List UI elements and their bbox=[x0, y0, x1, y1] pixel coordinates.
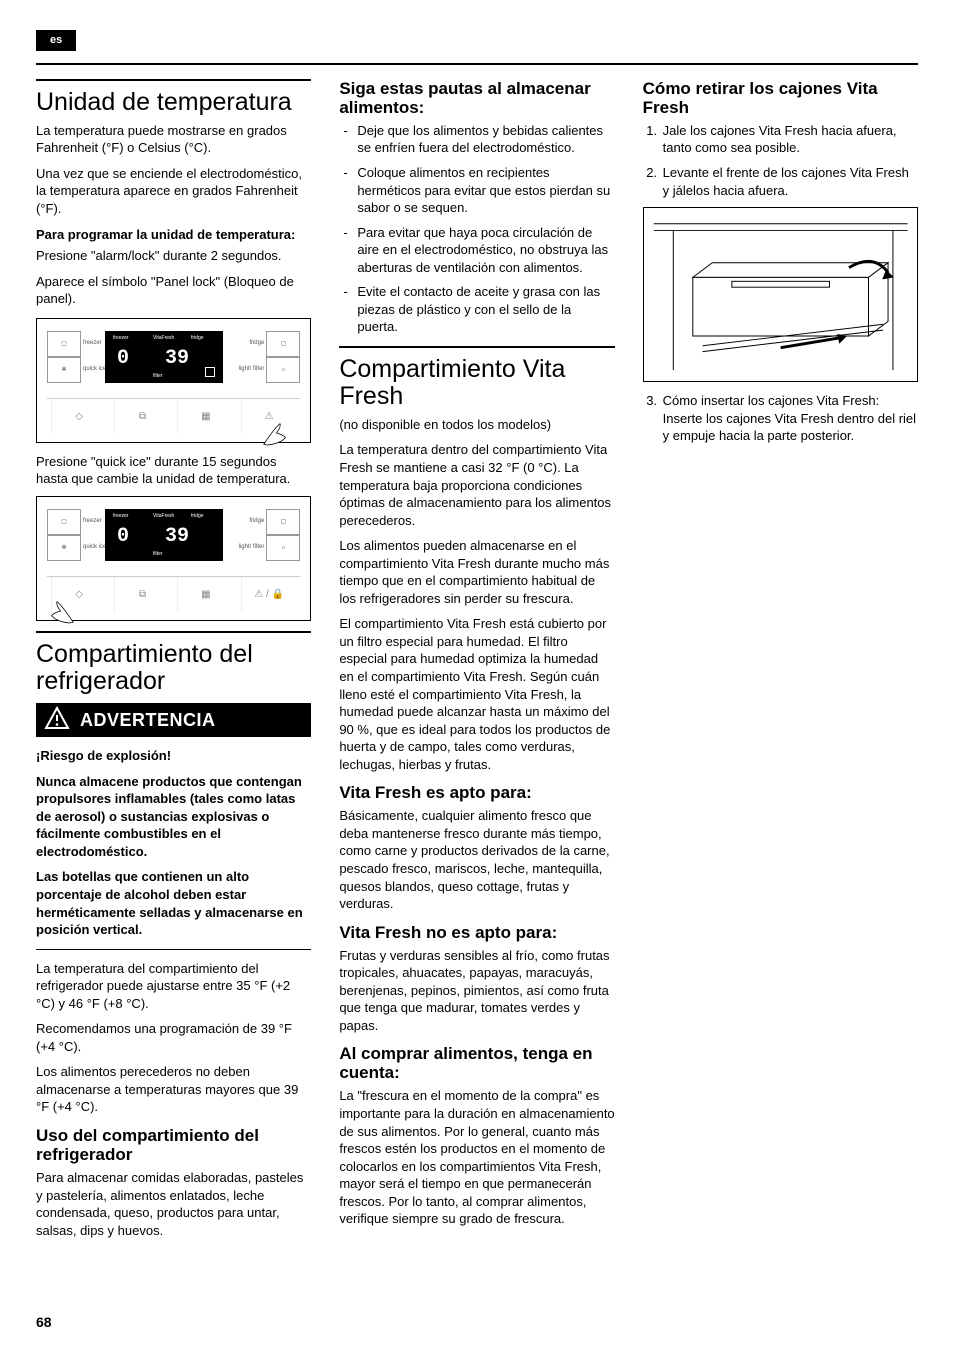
body-text: Los alimentos pueden almacenarse en el c… bbox=[339, 537, 614, 607]
panel-btn-label: light/ filter bbox=[239, 543, 265, 551]
finger-pointer-icon bbox=[258, 418, 292, 448]
panel-btn-label: freezer bbox=[83, 339, 102, 347]
body-text: El compartimiento Vita Fresh está cubier… bbox=[339, 615, 614, 773]
body-text: Una vez que se enciende el electrodomést… bbox=[36, 165, 311, 218]
warning-header: ADVERTENCIA bbox=[36, 703, 311, 737]
lock-icon bbox=[205, 367, 215, 377]
panel-btn-label: freezer bbox=[83, 517, 102, 525]
warning-text: Nunca almacene productos que contengan p… bbox=[36, 773, 311, 861]
heading-compartimiento: Compartimiento del refrigerador bbox=[36, 641, 311, 695]
disp-label: freezer bbox=[113, 513, 129, 520]
body-text: La temperatura del compartimiento del re… bbox=[36, 960, 311, 1013]
finger-pointer-icon bbox=[45, 596, 79, 626]
body-text: Presione "alarm/lock" durante 2 segundos… bbox=[36, 247, 311, 265]
list-item: Jale los cajones Vita Fresh hacia afuera… bbox=[661, 122, 918, 157]
thin-rule bbox=[36, 949, 311, 950]
body-text: Frutas y verduras sensibles al frío, com… bbox=[339, 947, 614, 1035]
warning-title: ADVERTENCIA bbox=[80, 710, 216, 730]
alarm-lock-icon: ⚠ / 🔒 bbox=[241, 577, 297, 612]
display-temp-right: 39 bbox=[165, 345, 189, 372]
heading-pautas: Siga estas pautas al almacenar alimentos… bbox=[339, 79, 614, 117]
dispenser-icon: ⧉ bbox=[114, 577, 170, 612]
section-rule bbox=[36, 631, 311, 633]
warning-text: Las botellas que contienen un alto porce… bbox=[36, 868, 311, 938]
disp-label: VitaFresh bbox=[153, 335, 174, 342]
panel-btn-icon: ▢ bbox=[266, 509, 300, 535]
panel-btn-label: quick ice bbox=[83, 543, 106, 551]
disp-label: fridge bbox=[191, 335, 204, 342]
content-columns: Unidad de temperatura La temperatura pue… bbox=[36, 79, 918, 1299]
body-text: Presione "quick ice" durante 15 segundos… bbox=[36, 453, 311, 488]
panel-btn-icon: ▢ bbox=[47, 331, 81, 357]
list-item: Coloque alimentos en recipientes herméti… bbox=[357, 164, 614, 217]
dispenser-icon: ▦ bbox=[177, 577, 233, 612]
body-text: (no disponible en todos los modelos) bbox=[339, 416, 614, 434]
disp-label: filter bbox=[153, 373, 162, 380]
panel-btn-icon: ☼ bbox=[266, 357, 300, 383]
steps-list: Jale los cajones Vita Fresh hacia afuera… bbox=[643, 122, 918, 199]
body-text: Básicamente, cualquier alimento fresco q… bbox=[339, 807, 614, 912]
list-item: Levante el frente de los cajones Vita Fr… bbox=[661, 164, 918, 199]
steps-list-continued: Cómo insertar los cajones Vita Fresh: In… bbox=[643, 392, 918, 445]
drawer-svg bbox=[644, 208, 917, 381]
drawer-illustration bbox=[643, 207, 918, 382]
dispenser-icon: ⧉ bbox=[114, 399, 170, 434]
disp-label: freezer bbox=[113, 335, 129, 342]
body-text: La "frescura en el momento de la compra"… bbox=[339, 1087, 614, 1227]
panel-btn-icon: ☼ bbox=[266, 535, 300, 561]
list-item: Evite el contacto de aceite y grasa con … bbox=[357, 283, 614, 336]
language-tab: es bbox=[36, 30, 76, 51]
heading-vitafresh: Compartimiento Vita Fresh bbox=[339, 356, 614, 410]
control-panel-illustration-1: ▢ freezer ✻ quick ice freezer VitaFresh … bbox=[36, 318, 311, 443]
warning-subtitle: ¡Riesgo de explosión! bbox=[36, 747, 311, 765]
warning-triangle-icon bbox=[44, 706, 70, 730]
heading-uso: Uso del compartimiento del refrigerador bbox=[36, 1126, 311, 1164]
panel-btn-label: fridge bbox=[249, 517, 264, 525]
body-text: Los alimentos perecederos no deben almac… bbox=[36, 1063, 311, 1116]
disp-label: fridge bbox=[191, 513, 204, 520]
body-text: Para almacenar comidas elaboradas, paste… bbox=[36, 1169, 311, 1239]
heading-unidad: Unidad de temperatura bbox=[36, 89, 311, 116]
display-temp-right: 39 bbox=[165, 523, 189, 550]
heading-noapto: Vita Fresh no es apto para: bbox=[339, 923, 614, 942]
subheading-programar: Para programar la unidad de temperatura: bbox=[36, 226, 311, 244]
section-rule bbox=[36, 79, 311, 81]
panel-btn-icon: ✻ bbox=[47, 357, 81, 383]
top-rule bbox=[36, 63, 918, 65]
guidelines-list: Deje que los alimentos y bebidas calient… bbox=[339, 122, 614, 336]
heading-comprar: Al comprar alimentos, tenga en cuenta: bbox=[339, 1044, 614, 1082]
panel-display: freezer VitaFresh fridge 0 39 filter bbox=[105, 509, 223, 561]
disp-label: filter bbox=[153, 551, 162, 558]
warning-box: ADVERTENCIA bbox=[36, 703, 311, 737]
dispenser-icon: ◇ bbox=[51, 399, 107, 434]
disp-label: VitaFresh bbox=[153, 513, 174, 520]
dispenser-icon: ▦ bbox=[177, 399, 233, 434]
panel-btn-icon: ▢ bbox=[266, 331, 300, 357]
body-text: Recomendamos una programación de 39 °F (… bbox=[36, 1020, 311, 1055]
list-item: Para evitar que haya poca circulación de… bbox=[357, 224, 614, 277]
body-text: Aparece el símbolo "Panel lock" (Bloqueo… bbox=[36, 273, 311, 308]
panel-display: freezer VitaFresh fridge 0 39 filter bbox=[105, 331, 223, 383]
display-temp-left: 0 bbox=[117, 523, 129, 550]
panel-btn-icon: ▢ bbox=[47, 509, 81, 535]
control-panel-illustration-2: ▢ freezer ✻ quick ice freezer VitaFresh … bbox=[36, 496, 311, 621]
list-item: Deje que los alimentos y bebidas calient… bbox=[357, 122, 614, 157]
panel-btn-label: fridge bbox=[249, 339, 264, 347]
body-text: La temperatura puede mostrarse en grados… bbox=[36, 122, 311, 157]
panel-btn-label: light/ filter bbox=[239, 365, 265, 373]
page-number: 68 bbox=[36, 1313, 918, 1332]
body-text: La temperatura dentro del compartimiento… bbox=[339, 441, 614, 529]
panel-btn-label: quick ice bbox=[83, 365, 106, 373]
panel-bottom-row: ◇ ⧉ ▦ ⚠ / 🔒 bbox=[47, 576, 300, 612]
display-temp-left: 0 bbox=[117, 345, 129, 372]
panel-btn-icon: ✻ bbox=[47, 535, 81, 561]
section-rule bbox=[339, 346, 614, 348]
heading-retirar: Cómo retirar los cajones Vita Fresh bbox=[643, 79, 918, 117]
heading-apto: Vita Fresh es apto para: bbox=[339, 783, 614, 802]
list-item: Cómo insertar los cajones Vita Fresh: In… bbox=[661, 392, 918, 445]
